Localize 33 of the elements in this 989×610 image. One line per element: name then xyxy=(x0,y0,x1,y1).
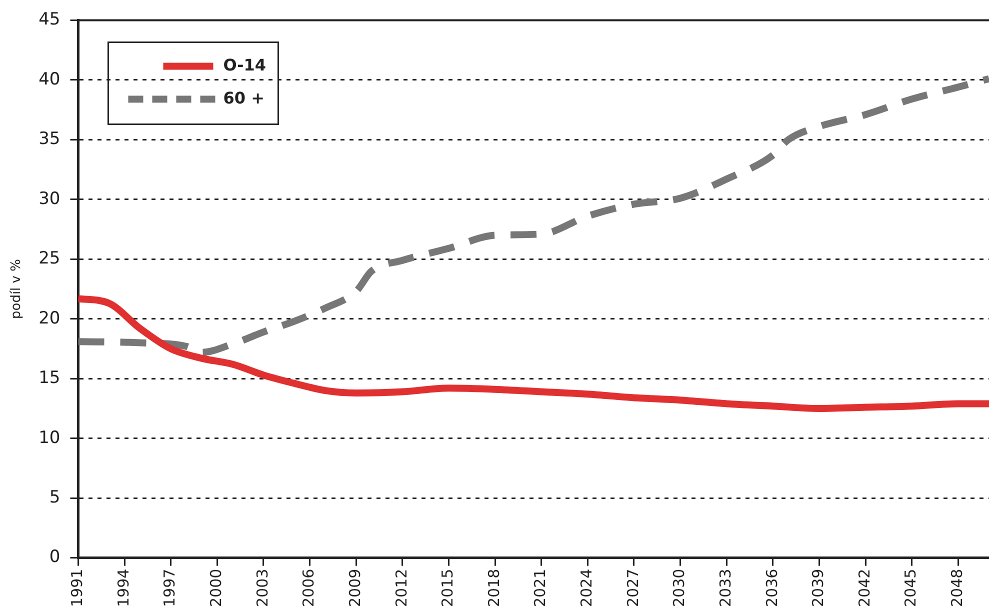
y-tick-label: 5 xyxy=(49,488,60,508)
y-tick-label: 0 xyxy=(49,547,60,568)
x-tick-label: 2030 xyxy=(670,568,688,608)
legend-label: 60 + xyxy=(223,88,264,108)
x-tick-label: 2048 xyxy=(948,568,966,608)
x-tick-label: 2018 xyxy=(484,568,503,608)
y-tick-label: 40 xyxy=(38,69,60,90)
x-tick-label: 2021 xyxy=(531,568,550,608)
y-tick-label: 20 xyxy=(38,308,60,328)
x-tick-label: 2015 xyxy=(438,568,457,608)
x-tick-label: 1991 xyxy=(68,568,86,608)
x-tick-label: 2042 xyxy=(855,568,874,608)
x-tick-label: 2024 xyxy=(578,568,596,608)
y-axis-title: podíl v % xyxy=(9,259,24,320)
x-tick-label: 1997 xyxy=(160,568,179,608)
y-tick-label: 45 xyxy=(38,10,60,30)
x-tick-label: 2039 xyxy=(809,568,828,608)
x-tick-label: 2003 xyxy=(253,568,272,608)
legend-label: O-14 xyxy=(223,55,266,74)
x-tick-label: 2045 xyxy=(902,568,920,608)
x-tick-label: 2036 xyxy=(762,568,781,608)
y-tick-label: 30 xyxy=(38,188,60,209)
y-tick-label: 15 xyxy=(38,368,60,388)
x-tick-label: 2012 xyxy=(392,568,410,608)
x-tick-label: 2009 xyxy=(346,568,364,608)
x-tick-label: 2027 xyxy=(624,568,642,608)
x-tick-label: 2000 xyxy=(207,568,226,608)
y-tick-label: 35 xyxy=(38,129,60,150)
y-tick-label: 25 xyxy=(38,248,60,269)
x-tick-label: 2033 xyxy=(716,568,734,608)
y-tick-label: 10 xyxy=(38,428,60,448)
x-tick-label: 1994 xyxy=(114,568,132,608)
x-tick-label: 2006 xyxy=(300,568,318,608)
